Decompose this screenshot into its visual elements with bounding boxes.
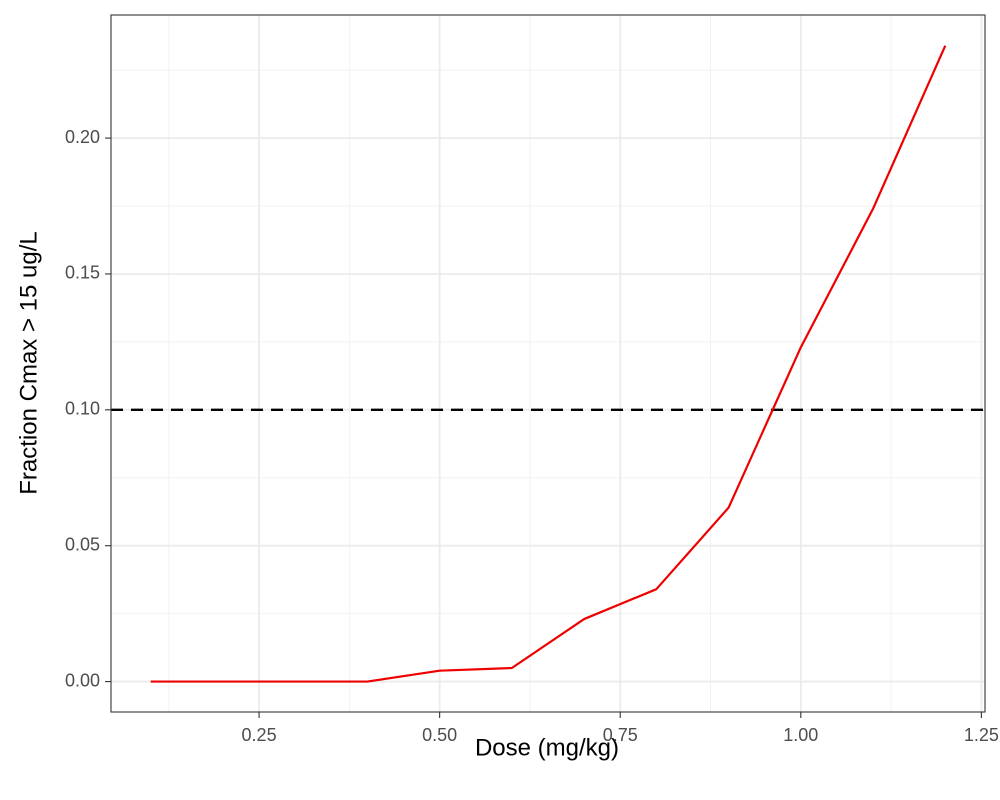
panel-border [110, 14, 986, 713]
y-tick-label: 0.00 [65, 670, 100, 690]
y-tick-label: 0.20 [65, 127, 100, 147]
x-tick-label: 1.25 [964, 725, 999, 745]
major-grid [111, 15, 985, 712]
y-tick-label: 0.15 [65, 263, 100, 283]
x-axis-title: Dose (mg/kg) [475, 734, 619, 761]
y-tick-label: 0.05 [65, 534, 100, 554]
series-line [150, 45, 947, 683]
x-tick-label: 0.25 [242, 725, 277, 745]
y-axis-title: Fraction Cmax > 15 ug/L [15, 231, 42, 494]
x-tick-label: 1.00 [783, 725, 818, 745]
minor-grid [111, 15, 985, 712]
x-tick-label: 0.75 [603, 725, 638, 745]
series-layer [150, 45, 947, 683]
y-tick-label: 0.10 [65, 399, 100, 419]
axis-ticks [105, 137, 982, 718]
x-tick-label: 0.50 [422, 725, 457, 745]
axis-tick-labels: 0.25 0.50 0.75 1.00 1.25 0.00 0.05 0.10 0.15 0.20 [65, 127, 999, 745]
